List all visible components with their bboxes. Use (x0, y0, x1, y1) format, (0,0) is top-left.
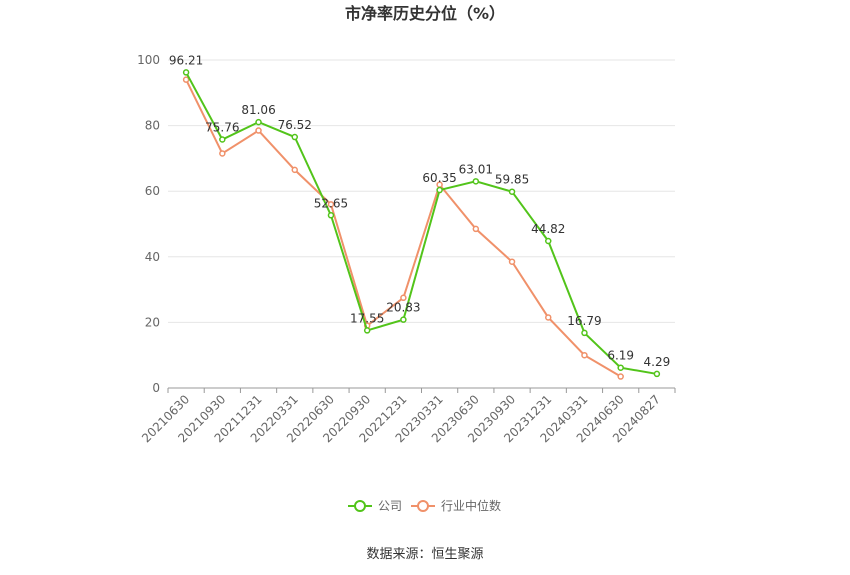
data-point[interactable] (219, 150, 226, 157)
data-point[interactable] (508, 188, 516, 195)
y-tick-label: 40 (145, 250, 160, 264)
data-point[interactable] (255, 118, 262, 126)
y-tick-label: 100 (137, 53, 160, 67)
x-axis: 2021063020210930202112312022033120220630… (139, 387, 676, 445)
data-point[interactable] (182, 69, 190, 76)
data-label: 4.29 (644, 355, 671, 369)
legend[interactable]: 公司 行业中位数 (348, 498, 501, 513)
data-label: 16.79 (567, 314, 601, 328)
data-label: 20.83 (386, 301, 420, 315)
data-point[interactable] (291, 166, 298, 174)
data-point[interactable] (436, 186, 443, 194)
legend-label: 行业中位数 (441, 498, 501, 513)
data-point[interactable] (472, 225, 480, 233)
source-note: 数据来源：恒生聚源 (366, 547, 483, 562)
y-axis-ticks: 0 20 40 60 80 100 (137, 53, 160, 395)
data-point[interactable] (182, 76, 190, 83)
data-point[interactable] (363, 327, 371, 334)
data-point[interactable] (617, 373, 624, 380)
data-label: 44.82 (531, 222, 565, 236)
legend-marker (417, 500, 429, 512)
data-point[interactable] (219, 136, 226, 143)
data-label: 75.76 (205, 121, 239, 135)
data-label: 6.19 (607, 349, 634, 363)
data-label: 52.65 (314, 196, 348, 210)
legend-marker (354, 500, 366, 512)
data-point[interactable] (508, 258, 516, 265)
data-point[interactable] (617, 364, 624, 371)
data-label: 63.01 (459, 162, 493, 176)
data-point[interactable] (327, 212, 335, 219)
data-label: 59.85 (495, 173, 529, 187)
data-label: 76.52 (278, 118, 312, 132)
data-label: 96.21 (169, 53, 203, 67)
series-layer (182, 69, 661, 380)
data-point[interactable] (400, 294, 407, 302)
data-point[interactable] (327, 201, 335, 208)
data-point[interactable] (653, 370, 661, 378)
data-point[interactable] (472, 178, 480, 185)
data-point[interactable] (291, 133, 298, 141)
data-label: 81.06 (241, 103, 275, 117)
chart-title: 市净率历史分位（%） (345, 4, 505, 23)
data-label: 60.35 (422, 171, 456, 185)
data-point[interactable] (400, 316, 407, 323)
y-tick-label: 60 (145, 184, 160, 198)
data-point[interactable] (545, 314, 552, 321)
legend-item-1[interactable]: 行业中位数 (411, 498, 501, 513)
data-point[interactable] (545, 237, 552, 245)
y-tick-label: 20 (145, 315, 160, 329)
data-point[interactable] (255, 127, 262, 134)
y-tick-label: 80 (145, 119, 160, 133)
data-point[interactable] (581, 351, 588, 359)
grid-lines (168, 59, 675, 323)
legend-item-0[interactable]: 公司 (348, 499, 402, 513)
legend-label: 公司 (378, 499, 402, 513)
y-tick-label: 0 (152, 381, 160, 395)
series-line-0 (185, 71, 658, 375)
data-point[interactable] (581, 329, 588, 337)
data-label: 17.55 (350, 311, 384, 325)
